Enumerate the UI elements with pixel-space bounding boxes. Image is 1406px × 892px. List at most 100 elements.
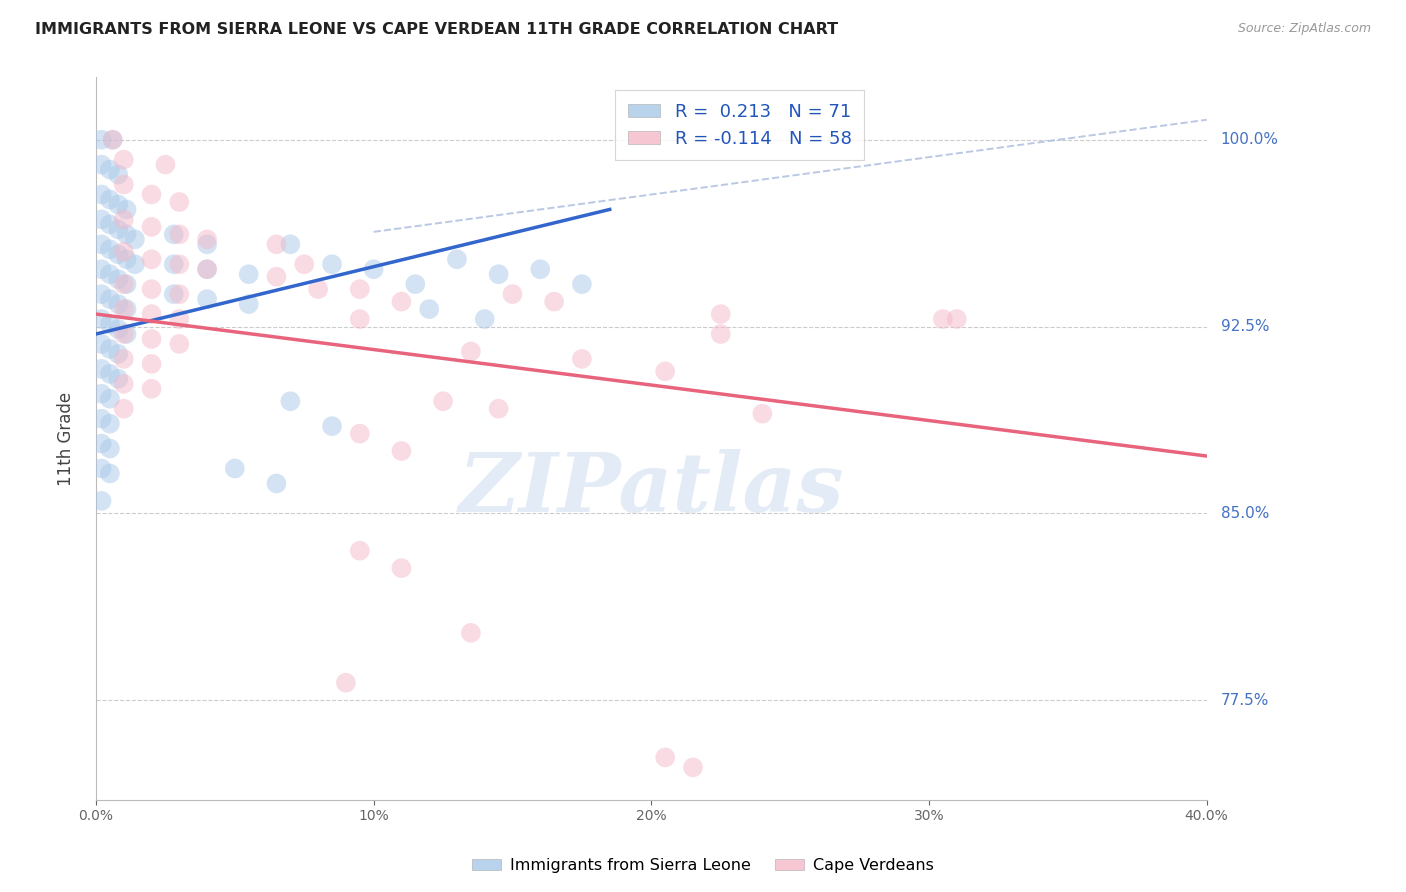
Point bbox=[107, 272, 129, 286]
Point bbox=[751, 407, 773, 421]
Point bbox=[571, 351, 593, 366]
Point bbox=[115, 277, 138, 292]
Point bbox=[98, 292, 121, 306]
Point bbox=[115, 302, 138, 317]
Point bbox=[90, 337, 112, 351]
Point bbox=[321, 257, 343, 271]
Point bbox=[90, 133, 112, 147]
Point bbox=[432, 394, 454, 409]
Point bbox=[141, 357, 163, 371]
Point bbox=[945, 312, 967, 326]
Point bbox=[124, 232, 146, 246]
Point bbox=[307, 282, 329, 296]
Point bbox=[141, 382, 163, 396]
Point bbox=[90, 494, 112, 508]
Point bbox=[195, 262, 218, 277]
Point bbox=[90, 287, 112, 301]
Text: Source: ZipAtlas.com: Source: ZipAtlas.com bbox=[1237, 22, 1371, 36]
Point bbox=[391, 444, 413, 458]
Point bbox=[112, 212, 135, 227]
Point bbox=[107, 168, 129, 182]
Point bbox=[349, 312, 371, 326]
Point bbox=[224, 461, 246, 475]
Y-axis label: 11th Grade: 11th Grade bbox=[58, 392, 75, 485]
Point bbox=[98, 242, 121, 256]
Point bbox=[418, 302, 440, 317]
Point bbox=[195, 262, 218, 277]
Point bbox=[238, 267, 260, 281]
Point bbox=[112, 351, 135, 366]
Point bbox=[98, 193, 121, 207]
Point bbox=[141, 332, 163, 346]
Text: 85.0%: 85.0% bbox=[1220, 506, 1268, 521]
Legend: R =  0.213   N = 71, R = -0.114   N = 58: R = 0.213 N = 71, R = -0.114 N = 58 bbox=[616, 90, 865, 161]
Point bbox=[932, 312, 955, 326]
Point bbox=[141, 219, 163, 234]
Point bbox=[280, 394, 302, 409]
Point bbox=[195, 232, 218, 246]
Point bbox=[90, 187, 112, 202]
Point bbox=[90, 158, 112, 172]
Point bbox=[460, 626, 482, 640]
Point bbox=[101, 133, 124, 147]
Point bbox=[195, 292, 218, 306]
Text: 100.0%: 100.0% bbox=[1220, 132, 1278, 147]
Point bbox=[98, 267, 121, 281]
Point bbox=[195, 237, 218, 252]
Point bbox=[90, 237, 112, 252]
Point bbox=[112, 178, 135, 192]
Point bbox=[141, 187, 163, 202]
Point bbox=[98, 467, 121, 481]
Point bbox=[98, 162, 121, 177]
Point bbox=[169, 227, 191, 242]
Point bbox=[349, 543, 371, 558]
Point bbox=[529, 262, 551, 277]
Point bbox=[682, 760, 704, 774]
Point bbox=[163, 257, 186, 271]
Point bbox=[98, 392, 121, 406]
Point bbox=[266, 269, 288, 284]
Point bbox=[349, 426, 371, 441]
Point bbox=[141, 252, 163, 267]
Point bbox=[90, 212, 112, 227]
Point bbox=[90, 461, 112, 475]
Point bbox=[98, 342, 121, 356]
Point bbox=[112, 277, 135, 292]
Point bbox=[266, 476, 288, 491]
Point bbox=[112, 401, 135, 416]
Text: IMMIGRANTS FROM SIERRA LEONE VS CAPE VERDEAN 11TH GRADE CORRELATION CHART: IMMIGRANTS FROM SIERRA LEONE VS CAPE VER… bbox=[35, 22, 838, 37]
Point bbox=[107, 297, 129, 311]
Point bbox=[98, 442, 121, 456]
Point bbox=[710, 326, 733, 341]
Point bbox=[488, 401, 510, 416]
Point bbox=[543, 294, 565, 309]
Point bbox=[321, 419, 343, 434]
Point bbox=[115, 202, 138, 217]
Point bbox=[169, 337, 191, 351]
Point bbox=[292, 257, 315, 271]
Point bbox=[112, 153, 135, 167]
Point bbox=[124, 257, 146, 271]
Point bbox=[155, 158, 177, 172]
Point bbox=[107, 322, 129, 336]
Text: 92.5%: 92.5% bbox=[1220, 319, 1270, 334]
Point bbox=[141, 307, 163, 321]
Point bbox=[90, 386, 112, 401]
Point bbox=[90, 312, 112, 326]
Point bbox=[163, 287, 186, 301]
Point bbox=[112, 244, 135, 259]
Point bbox=[107, 222, 129, 236]
Point bbox=[107, 347, 129, 361]
Point bbox=[107, 247, 129, 261]
Point bbox=[90, 436, 112, 450]
Point bbox=[169, 194, 191, 209]
Point bbox=[101, 133, 124, 147]
Point bbox=[112, 302, 135, 317]
Point bbox=[141, 282, 163, 296]
Point bbox=[710, 307, 733, 321]
Point bbox=[169, 257, 191, 271]
Point bbox=[571, 277, 593, 292]
Point bbox=[107, 197, 129, 211]
Point bbox=[391, 561, 413, 575]
Point bbox=[98, 317, 121, 331]
